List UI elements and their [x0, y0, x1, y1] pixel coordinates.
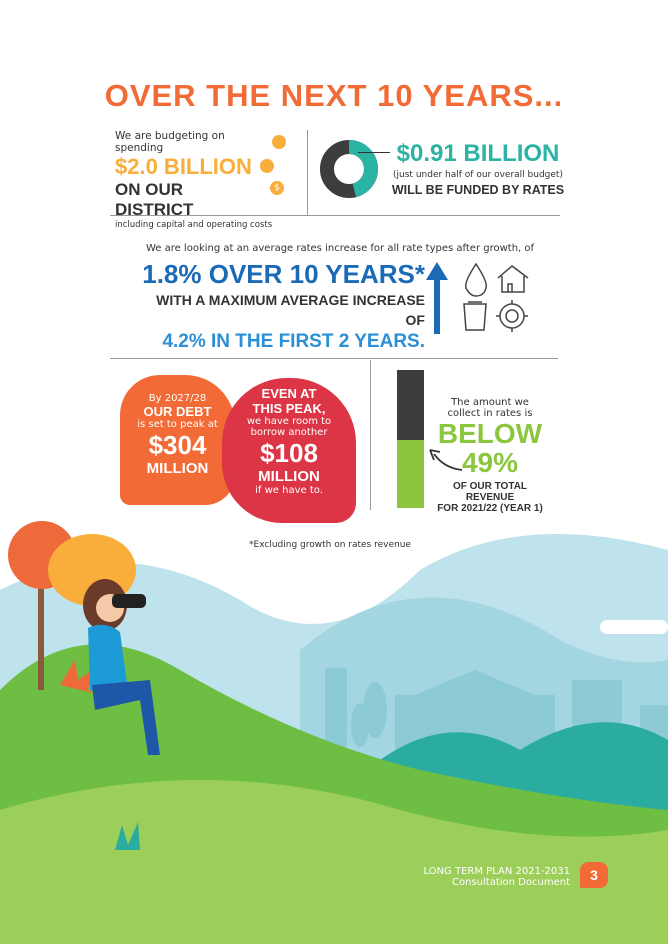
revenue-text: collect in rates is: [447, 408, 533, 419]
debt-amount: $304: [148, 430, 207, 460]
increase-headline: 1.8% OVER 10 YEARS*: [142, 259, 425, 289]
roundabout-icon: [496, 300, 528, 332]
debt-text: is set to peak at: [137, 419, 218, 430]
revenue-block: The amount we collect in rates is BELOW …: [430, 397, 550, 514]
revenue-text: The amount we: [451, 397, 529, 408]
service-icons: [463, 262, 529, 332]
divider: [110, 358, 558, 359]
increase-second: 4.2% IN THE FIRST 2 YEARS.: [162, 331, 425, 352]
water-drop-icon: [464, 262, 488, 297]
borrow-amount: $108: [260, 438, 318, 468]
rubbish-bin-icon: [463, 301, 487, 331]
page-title: OVER THE NEXT 10 YEARS...: [104, 78, 564, 113]
revenue-rates-fill: [397, 440, 424, 508]
spending-intro: We are budgeting on spending: [115, 130, 225, 154]
increase-sub: WITH A MAXIMUM AVERAGE INCREASE OF: [156, 292, 425, 328]
footer: LONG TERM PLAN 2021-2031 Consultation Do…: [400, 866, 570, 888]
borrow-label: THIS PEAK,: [252, 401, 326, 416]
footer-subtitle: Consultation Document: [452, 877, 570, 888]
increase-intro: We are looking at an average rates incre…: [145, 243, 535, 254]
rates-leader-line: [358, 152, 390, 153]
landscape-illustration: [0, 521, 668, 944]
rates-note: (just under half of our overall budget): [393, 170, 563, 180]
rates-share-segment: [320, 140, 378, 198]
borrow-text: we have room to: [246, 416, 332, 427]
revenue-below: BELOW: [437, 418, 543, 449]
woman-with-binoculars: [83, 579, 160, 755]
borrow-unit: MILLION: [258, 468, 320, 485]
curved-arrow-icon: [429, 449, 463, 471]
arrow-up-icon: [426, 262, 448, 334]
spending-amount: $2.0 BILLION: [115, 154, 252, 179]
footnote: *Excluding growth on rates revenue: [249, 540, 411, 550]
house-icon: [497, 265, 529, 293]
rates-block: $0.91 BILLION (just under half of our ov…: [388, 140, 568, 197]
debt-unit: MILLION: [146, 460, 209, 477]
revenue-percent: 49%: [461, 447, 519, 478]
borrow-bubble: EVEN AT THIS PEAK, we have room to borro…: [222, 378, 356, 523]
page-number: 3: [580, 862, 608, 888]
borrow-text: borrow another: [250, 427, 328, 438]
rates-label: WILL BE FUNDED BY RATES: [391, 183, 565, 197]
rates-amount: $0.91 BILLION: [396, 140, 560, 167]
debt-label: OUR DEBT: [143, 404, 212, 419]
divider: [307, 130, 308, 215]
spending-note: including capital and operating costs: [115, 220, 273, 230]
spending-target: ON OUR DISTRICT: [115, 180, 194, 219]
footer-title: LONG TERM PLAN 2021-2031: [423, 866, 570, 877]
rates-donut-chart: [320, 140, 378, 198]
debt-bubble: By 2027/28 OUR DEBT is set to peak at $3…: [120, 375, 235, 505]
increase-block: 1.8% OVER 10 YEARS* WITH A MAXIMUM AVERA…: [140, 258, 425, 354]
revenue-label: OF OUR TOTAL REVENUE: [452, 481, 528, 503]
revenue-bar: [397, 370, 424, 508]
divider: [370, 360, 371, 510]
divider: [110, 215, 560, 216]
revenue-label: FOR 2021/22 (YEAR 1): [437, 503, 543, 514]
debt-text: By 2027/28: [148, 393, 207, 404]
borrow-label: EVEN AT: [261, 386, 317, 401]
borrow-text: if we have to.: [255, 485, 323, 496]
spending-block: We are budgeting on spending $2.0 BILLIO…: [115, 130, 273, 230]
